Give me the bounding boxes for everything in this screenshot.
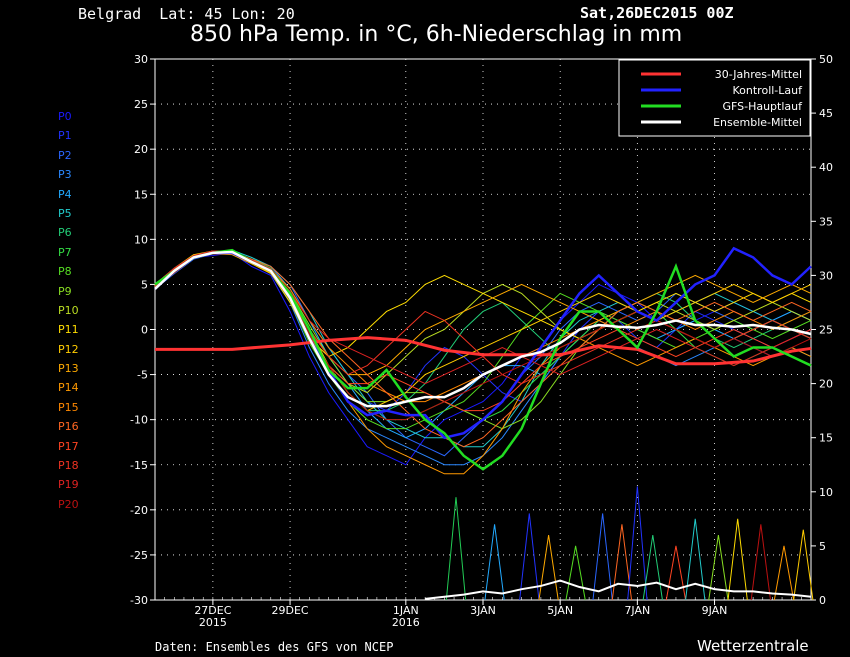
- member-label-p19: P19: [58, 478, 79, 492]
- precip-spike: [484, 524, 505, 601]
- y-right-tick-label: 35: [819, 215, 833, 228]
- member-label-p11: P11: [58, 323, 79, 337]
- member-label-p1: P1: [58, 129, 72, 143]
- member-line-p11: [154, 250, 812, 358]
- y-right-tick-label: 20: [819, 378, 833, 391]
- control-run-line: [154, 246, 812, 440]
- y-tick-label: 15: [134, 188, 148, 201]
- precip-spike: [708, 535, 729, 601]
- legend-label: GFS-Hauptlauf: [722, 100, 803, 113]
- y-tick-label: -25: [130, 549, 148, 562]
- precip-spike: [611, 524, 633, 601]
- y-right-tick-label: 10: [819, 486, 833, 499]
- y-right-tick-label: 45: [819, 107, 833, 120]
- x-tick-label: 9JAN: [702, 604, 728, 617]
- member-label-p7: P7: [58, 245, 72, 259]
- precip-spike: [750, 524, 771, 601]
- member-label-p14: P14: [58, 381, 79, 395]
- member-line-p19: [154, 250, 812, 385]
- y-tick-label: -30: [130, 594, 148, 607]
- member-label-p16: P16: [58, 420, 79, 434]
- member-label-p17: P17: [58, 439, 79, 453]
- member-label-p4: P4: [58, 187, 72, 201]
- member-label-p20: P20: [58, 497, 79, 511]
- member-line-p4: [154, 250, 812, 439]
- y-tick-label: 30: [134, 53, 148, 66]
- member-line-p12: [154, 253, 812, 412]
- member-label-p5: P5: [58, 206, 72, 220]
- precip-spike: [627, 486, 648, 601]
- y-tick-label: -10: [130, 414, 148, 427]
- run-date: Sat,26DEC2015 00Z: [580, 4, 734, 22]
- x-tick-label: 27DEC: [194, 604, 231, 617]
- x-tick-label: 7JAN: [624, 604, 650, 617]
- x-tick-sublabel: 2016: [392, 616, 420, 629]
- member-line-p0: [154, 252, 812, 466]
- data-source: Daten: Ensembles des GFS von NCEP: [155, 640, 394, 654]
- y-right-tick-label: 5: [819, 540, 826, 553]
- chart-title: 850 hPa Temp. in °C, 6h-Niederschlag in …: [190, 22, 683, 47]
- y-tick-label: 10: [134, 233, 148, 246]
- precip-spike: [592, 513, 613, 601]
- y-tick-label: -15: [130, 459, 148, 472]
- precip-mean-line: [425, 579, 812, 600]
- y-tick-label: -20: [130, 504, 148, 517]
- x-tick-label: 5JAN: [547, 604, 573, 617]
- member-label-p18: P18: [58, 459, 79, 473]
- member-label-p2: P2: [58, 148, 72, 162]
- member-line-p8: [154, 252, 812, 430]
- precip-spike: [642, 535, 663, 601]
- member-label-p13: P13: [58, 362, 79, 376]
- brand-label: Wetterzentrale: [697, 637, 809, 655]
- member-label-p12: P12: [58, 342, 79, 356]
- member-label-p3: P3: [58, 168, 72, 182]
- member-label-p6: P6: [58, 226, 72, 240]
- legend-label: Ensemble-Mittel: [713, 116, 802, 129]
- precip-spike: [519, 513, 540, 601]
- member-line-p15: [154, 250, 812, 403]
- x-tick-label: 3JAN: [470, 604, 496, 617]
- y-right-tick-label: 25: [819, 324, 833, 337]
- ensemble-mean-line: [154, 250, 812, 408]
- precip-spike: [565, 545, 586, 601]
- y-tick-label: 25: [134, 98, 148, 111]
- y-right-tick-label: 30: [819, 269, 833, 282]
- precip-spike: [773, 545, 795, 601]
- y-right-tick-label: 15: [819, 432, 833, 445]
- member-label-p15: P15: [58, 400, 79, 414]
- member-label-p0: P0: [58, 110, 72, 123]
- precip-spike: [665, 545, 687, 601]
- member-label-p8: P8: [58, 265, 72, 279]
- y-right-tick-label: 50: [819, 53, 833, 66]
- precip-spike: [685, 518, 706, 601]
- y-tick-label: 20: [134, 143, 148, 156]
- x-tick-label: 1JAN: [393, 604, 419, 617]
- precip-spike: [445, 497, 467, 601]
- member-list: P0 P1 P2 P3 P4 P5 P6 P7 P8 P9 P10 P11 P12 P13 P14 P15 P1…: [58, 110, 79, 517]
- member-label-p10: P10: [58, 303, 79, 317]
- member-label-p9: P9: [58, 284, 72, 298]
- legend-label: Kontroll-Lauf: [733, 84, 804, 97]
- precip-spike: [793, 529, 814, 601]
- y-tick-label: 0: [141, 324, 148, 337]
- precip-spike: [727, 518, 748, 601]
- precip-spike: [538, 535, 559, 601]
- y-right-tick-label: 40: [819, 161, 833, 174]
- y-right-tick-label: 0: [819, 594, 826, 607]
- y-tick-label: 5: [141, 278, 148, 291]
- x-tick-sublabel: 2015: [199, 616, 227, 629]
- location-header: Belgrad Lat: 45 Lon: 20: [78, 5, 295, 23]
- y-tick-label: -5: [137, 369, 148, 382]
- x-tick-label: 29DEC: [272, 604, 309, 617]
- member-line-p16: [154, 250, 812, 448]
- legend-label: 30-Jahres-Mittel: [715, 68, 802, 81]
